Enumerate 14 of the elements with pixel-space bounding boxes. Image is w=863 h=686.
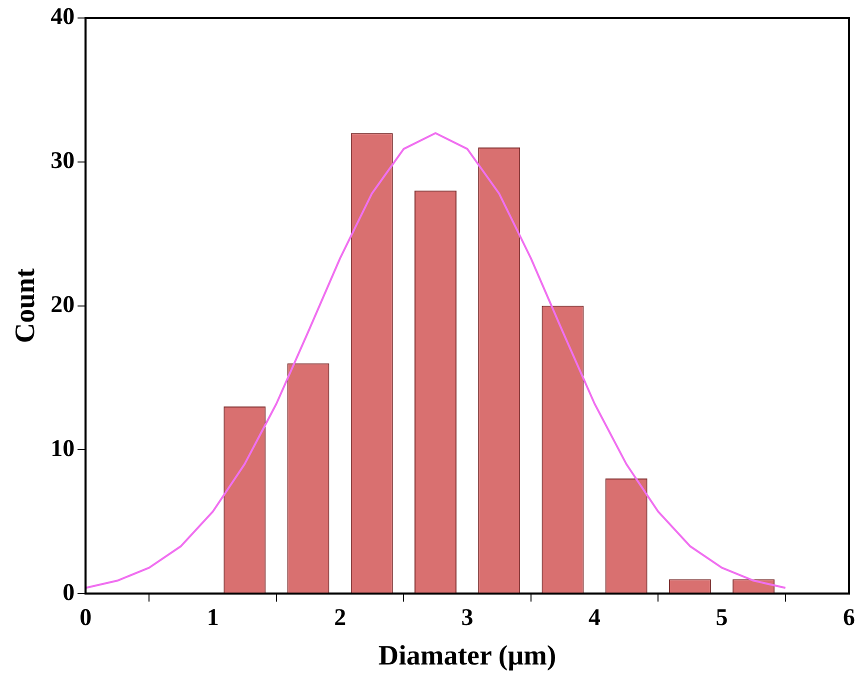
x-tick-label: 1 [206, 605, 219, 632]
y-tick-label: 30 [50, 148, 75, 174]
x-tick-label: 3 [461, 605, 474, 632]
x-tick-label: 0 [80, 605, 92, 632]
y-tick-label: 20 [50, 292, 75, 318]
y-tick-label: 40 [50, 4, 75, 30]
x-tick-label: 6 [843, 605, 855, 632]
y-axis-title: Count [10, 268, 42, 344]
x-axis-title: Diamater (μm) [378, 640, 556, 672]
x-tick-label: 2 [334, 605, 346, 632]
x-tick-label: 5 [716, 605, 728, 632]
y-tick-label: 0 [62, 580, 75, 606]
y-tick-label: 10 [50, 436, 75, 462]
x-tick-label: 4 [588, 605, 601, 632]
